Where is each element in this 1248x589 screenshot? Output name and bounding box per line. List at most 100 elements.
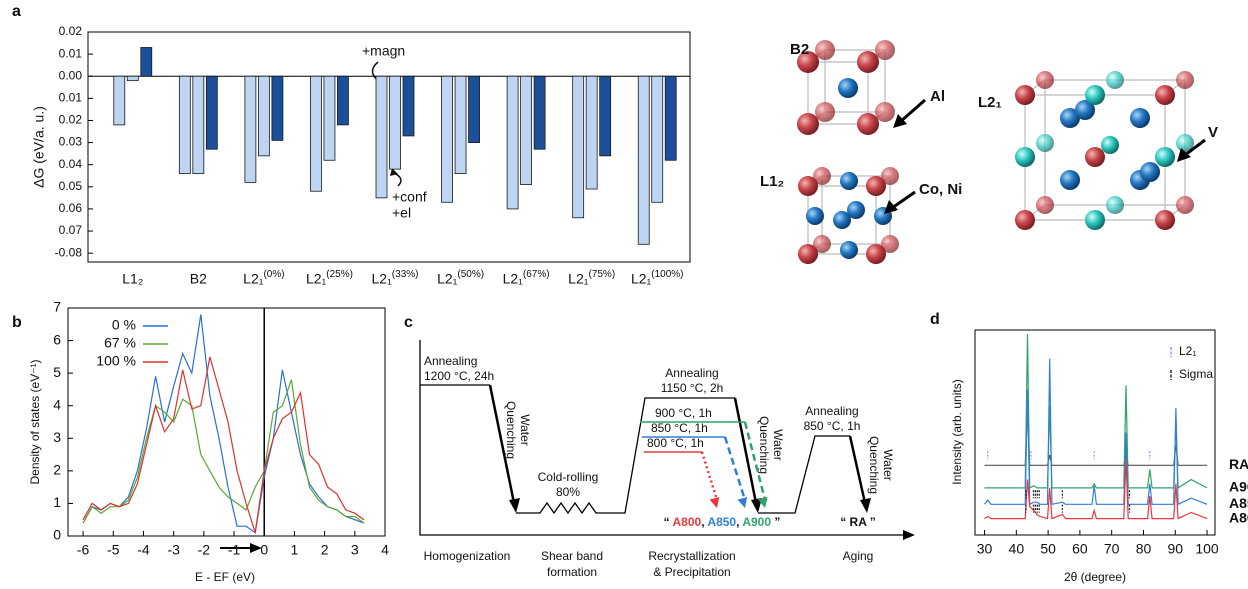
arrowhead bbox=[737, 497, 747, 508]
bar bbox=[586, 76, 597, 189]
y-tick-label: 0.01 bbox=[59, 91, 83, 105]
x-tick-label: L2₁(0%) bbox=[243, 269, 284, 287]
page: {"panel_labels": ["a", "b", "c", "d"], "… bbox=[0, 0, 1248, 589]
panel-label: d bbox=[930, 311, 940, 328]
process-text: 900 °C, 1h bbox=[655, 406, 712, 420]
y-tick-label: 0.05 bbox=[59, 179, 83, 193]
bar bbox=[324, 76, 335, 160]
stage-label: Aging bbox=[843, 549, 874, 563]
process-text: 1200 °C, 24h bbox=[424, 369, 494, 383]
stage-label: & Precipitation bbox=[653, 565, 730, 579]
x-tick-label: 80 bbox=[1136, 541, 1152, 557]
x-tick-label: B2 bbox=[190, 271, 207, 287]
y-tick-label: 6 bbox=[53, 331, 61, 347]
y-tick-label: 0.06 bbox=[59, 201, 83, 215]
bar bbox=[206, 76, 217, 149]
process-text: 850 °C, 1h bbox=[651, 421, 708, 435]
legend-label: 100 % bbox=[96, 353, 136, 369]
series-line bbox=[83, 380, 364, 523]
sample-text: ” bbox=[870, 515, 876, 529]
process-text: Water bbox=[518, 414, 532, 446]
x-tick-label: 70 bbox=[1104, 541, 1120, 557]
series-line bbox=[83, 357, 364, 533]
process-text: Quenching bbox=[504, 401, 518, 459]
legend-label: Sigma bbox=[1179, 367, 1213, 381]
arrowhead bbox=[509, 498, 520, 513]
series-label: A900 bbox=[1229, 479, 1248, 495]
x-tick-label: L2₁(33%) bbox=[372, 269, 419, 287]
sample-text: “ bbox=[840, 515, 846, 529]
y-tick-label: 4 bbox=[53, 396, 61, 412]
annotation: +magn bbox=[362, 43, 405, 59]
x-tick-label: L2₁(100%) bbox=[631, 269, 684, 287]
bar bbox=[521, 76, 532, 184]
bar bbox=[114, 76, 125, 125]
x-axis-label: 2θ (degree) bbox=[1064, 570, 1126, 584]
x-tick-label: 0 bbox=[260, 542, 268, 558]
process-text: Quenching bbox=[757, 416, 771, 474]
arrowhead bbox=[860, 498, 871, 513]
y-tick-label: -0.08 bbox=[55, 245, 83, 259]
bar bbox=[337, 76, 348, 125]
x-tick-label: 2 bbox=[321, 542, 329, 558]
x-tick-label: L2₁(75%) bbox=[568, 269, 615, 287]
x-tick-label: 30 bbox=[977, 541, 993, 557]
y-tick-label: 0.02 bbox=[59, 24, 83, 38]
l12-structure bbox=[798, 167, 899, 264]
sample-text: A800 bbox=[673, 515, 702, 529]
x-tick-label: -2 bbox=[198, 542, 211, 558]
x-tick-label: 40 bbox=[1009, 541, 1025, 557]
bar bbox=[193, 76, 204, 173]
process-text: Water bbox=[771, 429, 785, 461]
bar bbox=[376, 76, 387, 198]
x-axis-label: E - EF (eV) bbox=[195, 570, 255, 584]
x-tick-label: -1 bbox=[228, 542, 241, 558]
bar bbox=[179, 76, 190, 173]
bar bbox=[600, 76, 611, 156]
bar bbox=[245, 76, 256, 182]
panel-label: b bbox=[12, 314, 22, 331]
x-tick-label: 100 bbox=[1195, 541, 1219, 557]
sample-text: ” bbox=[774, 515, 780, 529]
stage-label: Homogenization bbox=[424, 549, 511, 563]
bar bbox=[390, 76, 401, 169]
y-tick-label: 3 bbox=[53, 429, 61, 445]
series-line bbox=[985, 410, 1208, 465]
y-tick-label: 5 bbox=[53, 364, 61, 380]
x-tick-label: -6 bbox=[77, 542, 90, 558]
stage-label: Recrystallization bbox=[648, 549, 735, 563]
y-axis-label: Density of states (eV⁻¹) bbox=[28, 359, 42, 484]
quench-path bbox=[725, 437, 745, 500]
x-tick-label: 3 bbox=[351, 542, 359, 558]
figure: a b c d bbox=[0, 0, 1248, 589]
process-text: 1150 °C, 2h bbox=[661, 381, 724, 395]
y-tick-label: 0.00 bbox=[59, 68, 83, 82]
atom-label: Al bbox=[930, 88, 945, 105]
y-tick-label: 2 bbox=[53, 462, 61, 478]
y-tick-label: 0.01 bbox=[59, 46, 83, 60]
panel-label: a bbox=[12, 3, 21, 20]
series-label: A800 bbox=[1229, 509, 1248, 525]
bar bbox=[455, 76, 466, 173]
stage-label: formation bbox=[547, 565, 597, 579]
atom-label: Co, Ni bbox=[919, 181, 962, 198]
y-tick-label: 0 bbox=[53, 527, 61, 543]
y-tick-label: 1 bbox=[53, 494, 61, 510]
y-axis-label: Intensity (arb. units) bbox=[950, 379, 964, 484]
process-text: 800 °C, 1h bbox=[647, 436, 704, 450]
sample-names: “ A800, A850, A900 ” bbox=[664, 515, 781, 529]
bar bbox=[310, 76, 321, 191]
y-tick-label: 0.04 bbox=[59, 157, 83, 171]
bar bbox=[442, 76, 453, 202]
aged-sample-name: “ RA ” bbox=[840, 515, 876, 529]
quench-path bbox=[702, 452, 717, 500]
y-tick-label: 0.03 bbox=[59, 135, 83, 149]
structure-label: L1₂ bbox=[760, 173, 784, 190]
annotation: +el bbox=[392, 205, 411, 221]
atom-label: V bbox=[1208, 124, 1218, 141]
series-label: RA bbox=[1229, 456, 1248, 472]
arrowhead bbox=[903, 530, 915, 540]
x-tick-label: L1₂ bbox=[122, 271, 143, 287]
x-tick-label: -3 bbox=[167, 542, 180, 558]
x-tick-label: L2₁(50%) bbox=[437, 269, 484, 287]
